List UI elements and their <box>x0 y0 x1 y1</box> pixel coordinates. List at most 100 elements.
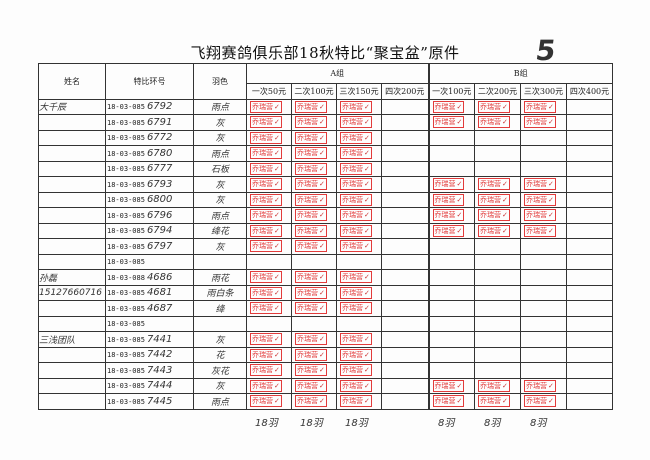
stamp-text: 乔瑞营 <box>297 180 318 189</box>
stamp-text: 乔瑞营 <box>526 226 547 235</box>
feather-color <box>193 253 247 270</box>
table-row: 18-03-085 6794 绛花 乔瑞营✓ 乔瑞营✓ 乔瑞营✓ 乔瑞营✓ 乔瑞营✓ 乔瑞营✓ <box>38 222 613 239</box>
paid-stamp: 乔瑞营✓ <box>295 395 327 408</box>
payment-cell: 乔瑞营✓ <box>291 284 337 301</box>
stamp-text: 乔瑞营 <box>342 381 363 390</box>
stamp-text: 乔瑞营 <box>297 102 318 111</box>
payment-cell: 乔瑞营✓ <box>336 393 382 410</box>
stamp-text: 乔瑞营 <box>252 335 273 344</box>
payment-cell: 乔瑞营✓ <box>246 222 292 239</box>
check-icon: ✓ <box>274 195 280 204</box>
stamp-text: 乔瑞营 <box>480 180 501 189</box>
entrant-name <box>38 222 106 239</box>
ring-number: 18-03-085 6796 <box>105 207 194 224</box>
total-a-1: 18羽 <box>255 418 278 429</box>
paid-stamp: 乔瑞营✓ <box>524 379 556 392</box>
check-icon: ✓ <box>502 381 508 390</box>
payment-cell <box>474 269 521 286</box>
payment-cell: 乔瑞营✓ <box>474 207 521 224</box>
stamp-text: 乔瑞营 <box>342 242 363 251</box>
payment-cell <box>381 362 429 379</box>
feather-color: 灰 <box>193 176 247 193</box>
header-name: 姓名 <box>38 63 106 100</box>
table-row: 18-03-085 6772 灰乔瑞营✓ 乔瑞营✓ 乔瑞营✓ <box>38 129 613 146</box>
ring-prefix: 18-03-085 <box>107 196 145 205</box>
payment-cell: 乔瑞营✓ <box>291 160 337 177</box>
check-icon: ✓ <box>319 102 325 111</box>
ring-number: 18-03-085 7442 <box>105 346 194 363</box>
payment-cell <box>427 284 475 301</box>
check-icon: ✓ <box>364 164 370 173</box>
ring-prefix: 18-03-085 <box>107 149 145 158</box>
payment-cell: 乔瑞营✓ <box>336 284 382 301</box>
payment-cell: 乔瑞营✓ <box>520 98 567 115</box>
ring-suffix: 6793 <box>146 178 173 190</box>
check-icon: ✓ <box>456 180 463 189</box>
stamp-text: 乔瑞营 <box>252 164 273 173</box>
paid-stamp: 乔瑞营✓ <box>340 209 372 222</box>
paid-stamp: 乔瑞营✓ <box>250 100 282 113</box>
check-icon: ✓ <box>319 350 325 359</box>
payment-cell: 乔瑞营✓ <box>474 393 521 410</box>
payment-cell: 乔瑞营✓ <box>246 346 292 363</box>
payment-cell <box>427 145 475 162</box>
stamp-text: 乔瑞营 <box>297 118 318 127</box>
payment-cell <box>246 315 292 332</box>
stamp-text: 乔瑞营 <box>252 397 273 406</box>
paid-stamp: 乔瑞营✓ <box>295 131 327 144</box>
table-row: 18-03-085 7444 灰乔瑞营✓ 乔瑞营✓ 乔瑞营✓ 乔瑞营✓ 乔瑞营✓ 乔瑞营✓ <box>38 377 613 394</box>
header-a-2: 二次100元 <box>291 83 337 100</box>
check-icon: ✓ <box>548 102 554 111</box>
payment-cell: 乔瑞营✓ <box>291 98 337 115</box>
stamp-text: 乔瑞营 <box>252 180 273 189</box>
payment-cell <box>381 160 429 177</box>
paid-stamp: 乔瑞营✓ <box>340 116 372 129</box>
feather-color: 灰 <box>193 331 247 348</box>
payment-cell <box>520 362 567 379</box>
ring-number: 18-03-085 6791 <box>105 114 194 131</box>
payment-cell: 乔瑞营✓ <box>246 284 292 301</box>
stamp-text: 乔瑞营 <box>342 133 363 142</box>
check-icon: ✓ <box>502 102 508 111</box>
stamp-text: 乔瑞营 <box>252 366 273 375</box>
stamp-text: 乔瑞营 <box>252 381 273 390</box>
check-icon: ✓ <box>274 366 280 375</box>
stamp-text: 乔瑞营 <box>297 366 318 375</box>
ring-number: 18-03-085 7445 <box>105 393 194 410</box>
ring-suffix: 6772 <box>146 132 173 144</box>
paid-stamp: 乔瑞营✓ <box>478 193 510 206</box>
ring-prefix: 18-03-085 <box>107 320 145 329</box>
stamp-text: 乔瑞营 <box>526 211 547 220</box>
payment-cell: 乔瑞营✓ <box>291 238 337 255</box>
stamp-text: 乔瑞营 <box>342 102 363 111</box>
payment-cell: 乔瑞营✓ <box>291 222 337 239</box>
entrant-name <box>38 253 106 270</box>
paid-stamp: 乔瑞营✓ <box>250 147 282 160</box>
ring-suffix: 4681 <box>146 287 173 299</box>
payment-cell: 乔瑞营✓ <box>246 207 292 224</box>
stamp-text: 乔瑞营 <box>342 397 363 406</box>
stamp-text: 乔瑞营 <box>297 242 318 251</box>
payment-cell <box>336 253 382 270</box>
entry-table: 姓名 特比环号 羽色 A组 B组 一次50元 二次100元 三次150元 四次2… <box>38 63 613 410</box>
payment-cell: 乔瑞营✓ <box>520 377 567 394</box>
check-icon: ✓ <box>364 211 370 220</box>
ring-suffix: 4686 <box>146 271 173 283</box>
stamp-text: 乔瑞营 <box>480 118 501 127</box>
payment-cell: 乔瑞营✓ <box>474 191 521 208</box>
header-a-3: 三次150元 <box>336 83 382 100</box>
entrant-name <box>38 300 106 317</box>
header-b-1: 一次100元 <box>427 83 475 100</box>
payment-cell: 乔瑞营✓ <box>474 176 521 193</box>
stamp-text: 乔瑞营 <box>342 118 363 127</box>
table-row: 18-03-085 6791 灰乔瑞营✓ 乔瑞营✓ 乔瑞营✓ 乔瑞营✓ 乔瑞营✓ 乔瑞营✓ <box>38 114 613 131</box>
header-a-1: 一次50元 <box>246 83 292 100</box>
stamp-text: 乔瑞营 <box>434 226 456 235</box>
check-icon: ✓ <box>364 118 370 127</box>
paid-stamp: 乔瑞营✓ <box>295 147 327 160</box>
payment-cell <box>520 346 567 363</box>
paid-stamp: 乔瑞营✓ <box>250 302 282 315</box>
check-icon: ✓ <box>364 350 370 359</box>
payment-cell: 乔瑞营✓ <box>336 269 382 286</box>
paid-stamp: 乔瑞营✓ <box>432 379 465 392</box>
